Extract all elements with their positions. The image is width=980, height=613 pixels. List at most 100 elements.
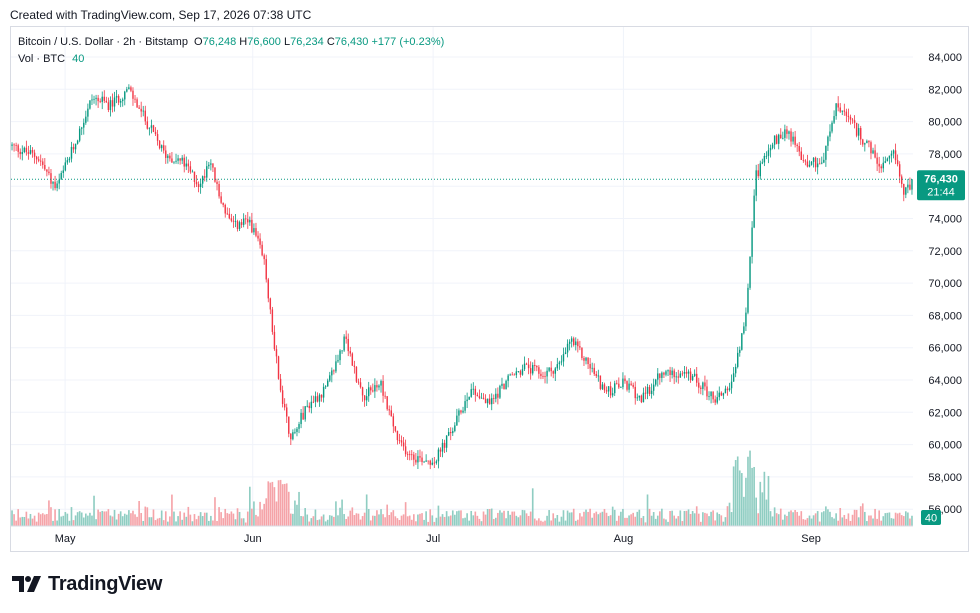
volume-bar bbox=[39, 514, 42, 526]
volume-bar bbox=[210, 515, 212, 526]
volume-bar bbox=[443, 516, 446, 526]
volume-legend[interactable]: Vol · BTC 40 bbox=[18, 53, 84, 65]
volume-bar bbox=[103, 511, 106, 526]
symbol-legend[interactable]: Bitcoin / U.S. Dollar · 2h · Bitstamp O7… bbox=[18, 36, 444, 48]
volume-bar bbox=[308, 521, 311, 526]
candle-body bbox=[570, 338, 573, 342]
volume-bar bbox=[609, 515, 612, 526]
volume-bar bbox=[162, 520, 165, 526]
candle-body bbox=[663, 372, 665, 375]
candle-body bbox=[538, 367, 540, 374]
candle-body bbox=[66, 160, 69, 163]
volume-bar bbox=[800, 511, 803, 526]
time-axis: May Jun Jul Aug Sep bbox=[11, 525, 913, 545]
candle-body bbox=[630, 383, 632, 385]
candle-body bbox=[201, 176, 204, 184]
volume-bar bbox=[99, 511, 101, 526]
volume-bar bbox=[97, 509, 99, 526]
candle-body bbox=[734, 366, 737, 374]
volume-bar bbox=[638, 509, 641, 526]
volume-bar bbox=[269, 482, 272, 526]
candle-body bbox=[238, 222, 241, 229]
candle-body bbox=[189, 166, 192, 172]
candle-body bbox=[150, 125, 153, 128]
volume-bar bbox=[870, 515, 872, 526]
candle-body bbox=[302, 412, 304, 420]
candle-body bbox=[661, 372, 663, 378]
volume-bar bbox=[164, 511, 167, 526]
price-tick-label: 64,000 bbox=[928, 375, 962, 387]
volume-bar bbox=[197, 515, 200, 526]
candle-body bbox=[665, 371, 667, 375]
volume-bar bbox=[866, 521, 868, 526]
candle-body bbox=[460, 410, 462, 413]
volume-bar bbox=[753, 466, 755, 526]
volume-bar bbox=[745, 477, 747, 526]
candle-body bbox=[158, 140, 161, 149]
candle-body bbox=[456, 415, 458, 426]
candle-body bbox=[696, 373, 698, 383]
volume-bar bbox=[109, 515, 112, 526]
volume-bar bbox=[456, 511, 458, 526]
candle-body bbox=[903, 183, 905, 195]
volume-bar bbox=[810, 518, 813, 526]
candle-body bbox=[478, 396, 481, 398]
volume-bar bbox=[695, 506, 698, 526]
candle-body bbox=[860, 128, 862, 140]
volume-bar bbox=[685, 510, 688, 526]
candle-body bbox=[853, 120, 856, 123]
volume-bar bbox=[267, 481, 270, 526]
volume-bar bbox=[230, 511, 233, 526]
candle-body bbox=[107, 102, 110, 110]
tradingview-logo[interactable]: TradingView bbox=[12, 572, 162, 596]
candle-body bbox=[255, 228, 257, 236]
candle-body bbox=[409, 454, 411, 456]
volume-bar bbox=[287, 491, 290, 526]
candle-body bbox=[482, 397, 485, 399]
volume-bar bbox=[888, 512, 891, 526]
candle-body bbox=[44, 164, 46, 170]
volume-bar bbox=[374, 515, 376, 526]
candle-body bbox=[429, 460, 431, 465]
candle-body bbox=[269, 298, 272, 310]
volume-bar bbox=[630, 514, 632, 526]
volume-bar bbox=[806, 518, 809, 526]
candle-body bbox=[542, 376, 544, 377]
candle-body bbox=[544, 376, 546, 377]
candle-body bbox=[263, 255, 265, 260]
candle-body bbox=[905, 187, 907, 195]
candle-body bbox=[91, 99, 93, 101]
volume-bar bbox=[552, 513, 555, 526]
volume-bar bbox=[17, 509, 19, 526]
candle-body bbox=[862, 139, 864, 145]
candle-body bbox=[753, 195, 755, 228]
volume-bar bbox=[486, 509, 489, 526]
volume-bar bbox=[689, 514, 692, 526]
candle-body bbox=[76, 140, 79, 144]
volume-bar bbox=[702, 512, 704, 526]
volume-bar bbox=[525, 513, 528, 526]
volume-bar bbox=[802, 519, 805, 526]
candle-body bbox=[646, 386, 649, 394]
chart-frame[interactable] bbox=[10, 26, 969, 552]
volume-bar bbox=[536, 520, 538, 526]
candle-body bbox=[35, 156, 38, 160]
volume-bar bbox=[349, 510, 352, 526]
volume-bar bbox=[519, 515, 522, 526]
volume-bar bbox=[583, 511, 585, 526]
volume-bar bbox=[121, 516, 124, 526]
candle-body bbox=[503, 383, 505, 390]
candle-body bbox=[839, 107, 841, 112]
volume-bar bbox=[876, 518, 878, 526]
volume-bar bbox=[95, 519, 97, 526]
candle-body bbox=[378, 385, 380, 388]
candle-body bbox=[642, 392, 645, 403]
volume-bar bbox=[66, 513, 69, 526]
candle-body bbox=[288, 416, 290, 434]
volume-bar bbox=[722, 521, 725, 526]
candle-body bbox=[119, 101, 122, 103]
candle-body bbox=[300, 412, 302, 425]
volume-bar bbox=[747, 456, 749, 526]
candle-body bbox=[372, 390, 374, 392]
